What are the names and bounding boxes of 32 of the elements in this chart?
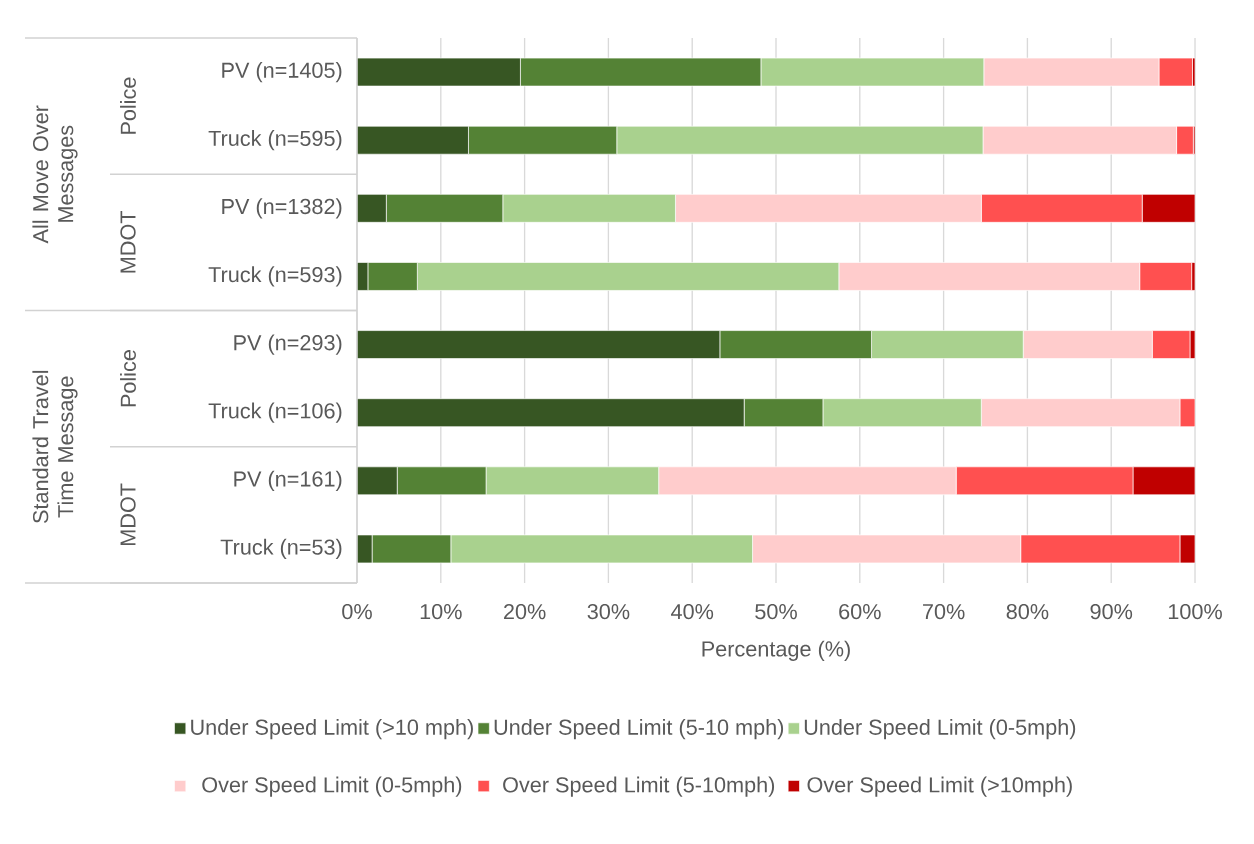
x-tick-label: 0%	[342, 603, 372, 620]
x-tick-label: 100%	[1168, 603, 1222, 620]
x-axis-title: Percentage (%)	[702, 640, 850, 661]
x-tick-label: 60%	[839, 603, 881, 620]
x-tick-label: 40%	[671, 603, 714, 620]
text: MDOT	[120, 483, 136, 545]
y-tick-label: Truck (n=53)	[220, 538, 342, 560]
text: Police	[120, 77, 136, 134]
y-tick-label: PV (n=293)	[234, 334, 342, 355]
x-tick-label: 90%	[1090, 603, 1133, 620]
y-tick-label: Truck (n=106)	[208, 402, 342, 423]
legend-label: Under Speed Limit (5-10 mph)	[494, 718, 784, 740]
y-tick-label: PV (n=1382)	[222, 198, 342, 219]
y-tick-label: Truck (n=595)	[208, 130, 342, 151]
text: All Move Over Messages	[32, 105, 78, 244]
x-tick-label: 30%	[587, 603, 630, 620]
legend-label: Under Speed Limit (0-5mph)	[804, 718, 1076, 740]
y-tick-label: PV (n=1405)	[222, 61, 342, 83]
text: MDOT	[120, 210, 136, 273]
legend-label: Over Speed Limit (0-5mph)	[202, 776, 462, 797]
text: Police	[120, 350, 136, 407]
y-tick-label: Truck (n=593)	[208, 266, 342, 287]
x-tick-label: 80%	[1006, 603, 1049, 620]
text: Standard Travel Time Message	[32, 370, 78, 524]
legend-label: Under Speed Limit (>10 mph)	[191, 718, 473, 740]
y-tick-label: PV (n=161)	[234, 470, 342, 491]
legend-label: Over Speed Limit (>10mph)	[807, 776, 1072, 797]
x-tick-label: 50%	[755, 603, 797, 620]
x-tick-label: 20%	[504, 603, 546, 620]
x-tick-label: 70%	[923, 603, 965, 620]
legend-label: Over Speed Limit (5-10mph)	[503, 776, 775, 797]
x-tick-label: 10%	[420, 603, 462, 620]
